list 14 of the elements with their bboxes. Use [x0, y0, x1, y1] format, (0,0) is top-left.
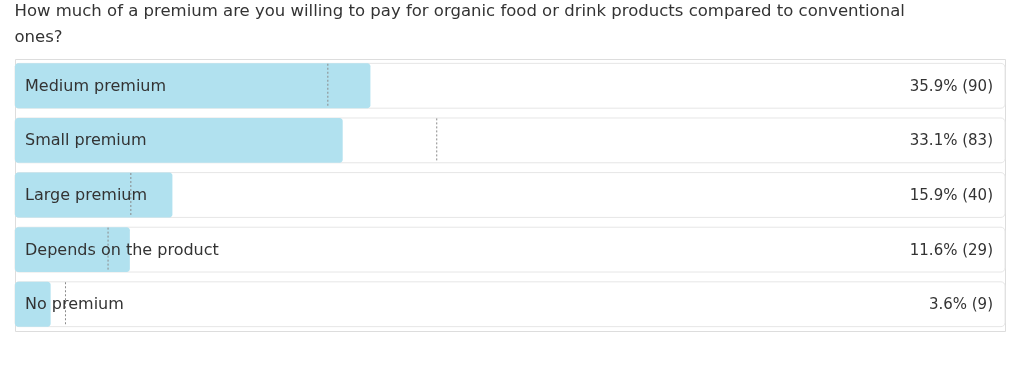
data-label: 15.9% (40) — [909, 186, 993, 204]
y-tick-label: Small premium — [25, 130, 147, 150]
y-tick-label: Depends on the product — [25, 239, 219, 259]
y-tick-label: Large premium — [25, 185, 148, 204]
bar — [15, 117, 343, 163]
y-tick-label: Medium premium — [25, 75, 167, 95]
bar — [15, 281, 51, 327]
y-tick-label: No premium — [25, 294, 124, 314]
data-label: 11.6% (29) — [909, 240, 993, 259]
bar — [15, 172, 173, 218]
chart-title: How much of a premium are you willing to pay for organic food or drink products compared to conventional ones? — [14, 0, 905, 46]
data-label: 35.9% (90) — [909, 76, 993, 95]
data-label: 33.1% (83) — [909, 131, 993, 150]
data-label: 3.6% (9) — [928, 295, 993, 314]
